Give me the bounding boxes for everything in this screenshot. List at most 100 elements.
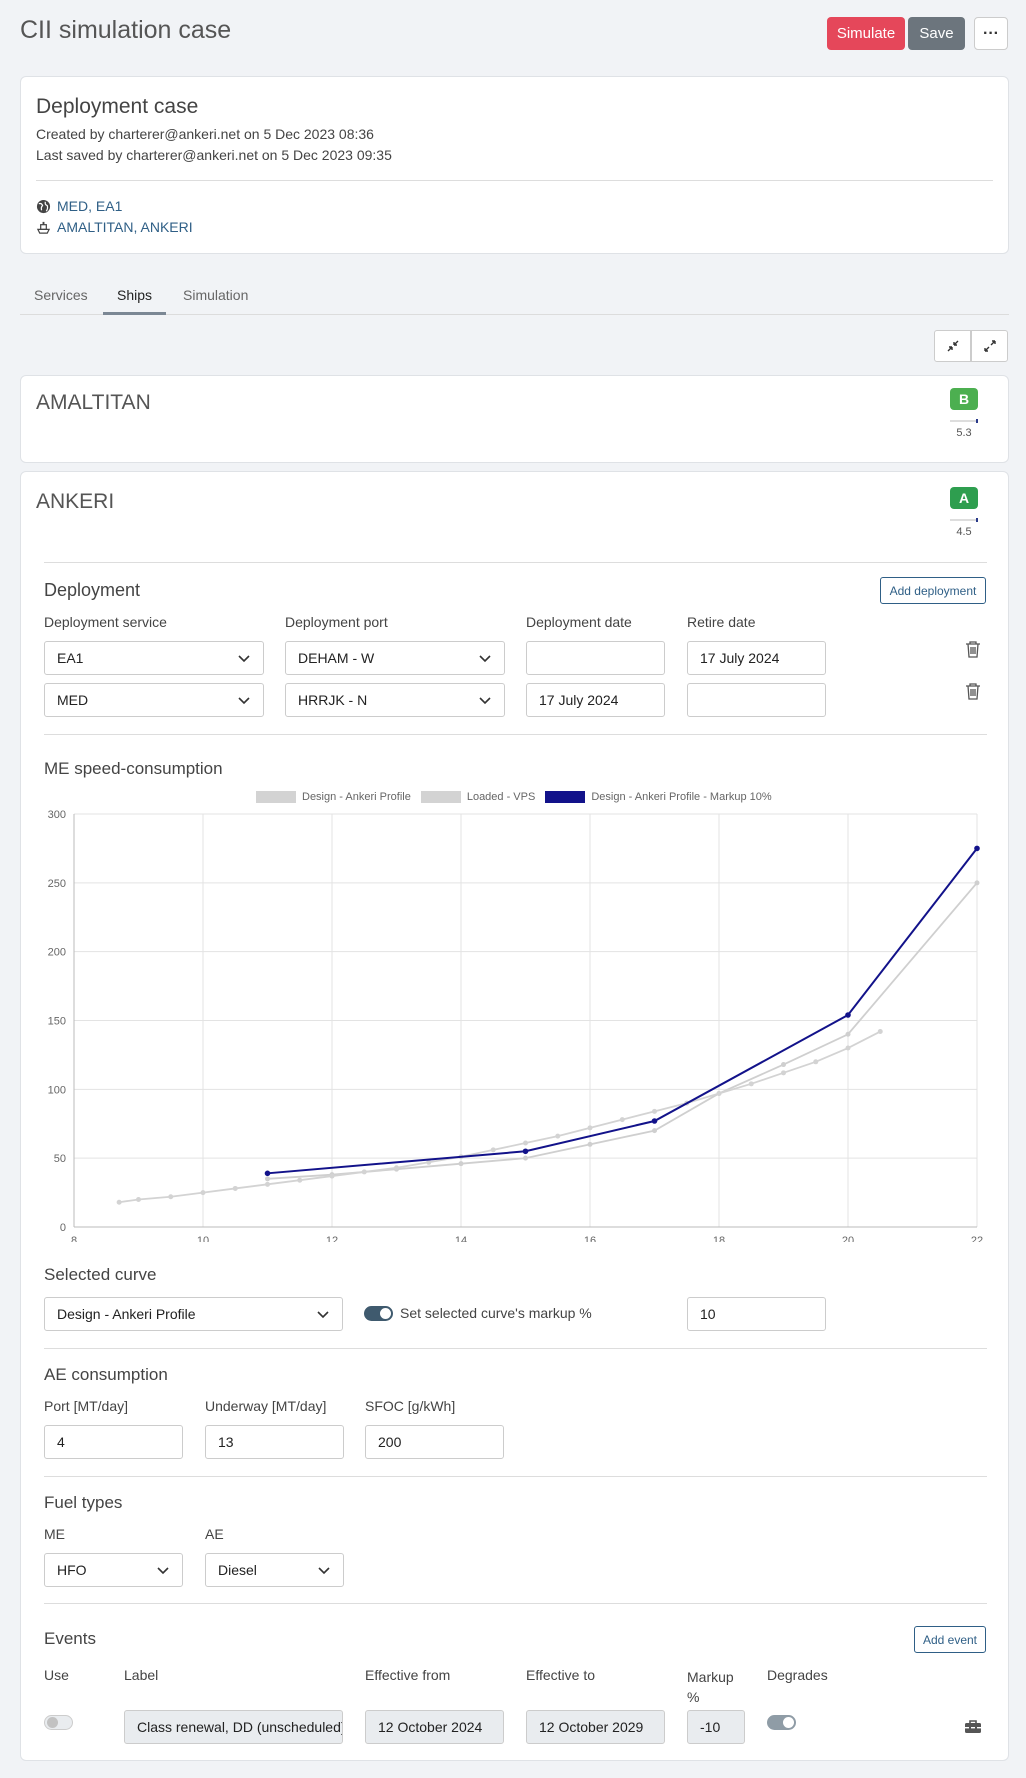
- data-point: [748, 1081, 754, 1087]
- y-tick-label: 300: [48, 809, 66, 821]
- trash-icon[interactable]: [965, 682, 981, 700]
- data-point: [329, 1173, 335, 1179]
- toolbox-icon[interactable]: [964, 1719, 982, 1734]
- chevron-down-icon: [238, 655, 250, 663]
- deployment-service-label: Deployment service: [44, 614, 167, 630]
- trash-icon[interactable]: [965, 640, 981, 658]
- toggle-knob: [47, 1717, 58, 1728]
- data-point: [587, 1141, 593, 1147]
- cii-rating-bar: [950, 518, 978, 522]
- select-value: DEHAM - W: [298, 650, 375, 666]
- retire-date-label: Retire date: [687, 614, 756, 630]
- series-line: [267, 882, 978, 1180]
- expand-all-button[interactable]: [971, 330, 1008, 362]
- event-markup-input[interactable]: -10: [687, 1710, 745, 1744]
- case-title: Deployment case: [36, 95, 199, 118]
- data-point: [116, 1199, 122, 1205]
- tab-ships[interactable]: Ships: [103, 285, 167, 315]
- legend-label[interactable]: Loaded - VPS: [466, 791, 536, 803]
- save-button[interactable]: Save: [908, 17, 965, 50]
- services-link-text[interactable]: MED, EA1: [57, 198, 123, 214]
- tab-simulation[interactable]: Simulation: [183, 287, 249, 303]
- select-value: HRRJK - N: [298, 692, 368, 708]
- selected-curve-title: Selected curve: [44, 1265, 157, 1284]
- legend-swatch: [545, 791, 586, 803]
- chevron-down-icon: [479, 655, 491, 663]
- y-tick-label: 50: [54, 1153, 66, 1165]
- event-from-input[interactable]: 12 October 2024: [365, 1710, 504, 1744]
- data-point: [394, 1165, 399, 1171]
- deployment-service-select[interactable]: MED: [44, 683, 264, 717]
- deployment-date-input[interactable]: 17 July 2024: [526, 683, 665, 717]
- events-title: Events: [44, 1629, 96, 1648]
- divider: [44, 1348, 987, 1349]
- ae-sfoc-input[interactable]: 200: [365, 1425, 504, 1459]
- ae-underway-label: Underway [MT/day]: [205, 1398, 327, 1414]
- markup-toggle[interactable]: [364, 1306, 393, 1321]
- divider: [44, 1476, 987, 1477]
- collapse-all-button[interactable]: [934, 330, 971, 362]
- event-label-input[interactable]: Class renewal, DD (unscheduled): [124, 1710, 343, 1744]
- markup-toggle-label: Set selected curve's markup %: [400, 1305, 592, 1321]
- events-col-degrades: Degrades: [767, 1667, 828, 1683]
- markup-percent-input[interactable]: 10: [687, 1297, 826, 1331]
- more-options-button[interactable]: ···: [974, 17, 1008, 50]
- deployment-date-input[interactable]: [526, 641, 665, 675]
- data-point: [264, 1170, 271, 1177]
- legend-label[interactable]: Design - Ankeri Profile - Markup 10%: [591, 791, 772, 803]
- fuel-ae-select[interactable]: Diesel: [205, 1553, 344, 1587]
- ae-port-input[interactable]: 4: [44, 1425, 183, 1459]
- y-tick-label: 150: [48, 1016, 66, 1028]
- series-line: [267, 847, 978, 1175]
- fuel-me-select[interactable]: HFO: [44, 1553, 183, 1587]
- data-point: [458, 1161, 464, 1167]
- data-point: [522, 1148, 529, 1155]
- events-col-to: Effective to: [526, 1667, 596, 1683]
- ae-port-label: Port [MT/day]: [44, 1398, 129, 1414]
- legend-label[interactable]: Design - Ankeri Profile: [302, 791, 411, 803]
- divider: [36, 180, 993, 181]
- cii-rating-badge: A: [950, 487, 978, 509]
- chart-legend[interactable]: Design - Ankeri Profile Loaded - VPS Des…: [256, 791, 772, 803]
- collapse-icon: [947, 340, 958, 352]
- y-tick-label: 250: [48, 878, 66, 890]
- ship-card-amaltitan[interactable]: AMALTITAN B 5.3: [20, 375, 1009, 463]
- tab-bar: Services Ships Simulation: [20, 280, 1009, 315]
- deployment-port-select[interactable]: HRRJK - N: [285, 683, 505, 717]
- fuel-types-title: Fuel types: [44, 1493, 123, 1512]
- data-point: [490, 1147, 496, 1153]
- event-use-toggle[interactable]: [44, 1715, 73, 1730]
- x-tick-label: 22: [971, 1235, 983, 1242]
- add-deployment-button[interactable]: Add deployment: [880, 577, 986, 604]
- deployment-service-select[interactable]: EA1: [44, 641, 264, 675]
- ship-card-ankeri: ANKERI A 4.5 Deployment Add deployment D…: [20, 471, 1009, 1761]
- data-point: [232, 1185, 238, 1191]
- fuel-ae-label: AE: [205, 1526, 224, 1542]
- tab-services[interactable]: Services: [34, 287, 88, 303]
- toggle-knob: [783, 1717, 794, 1728]
- add-event-button[interactable]: Add event: [914, 1626, 986, 1653]
- retire-date-input[interactable]: 17 July 2024: [687, 641, 826, 675]
- deployment-port-select[interactable]: DEHAM - W: [285, 641, 505, 675]
- ae-underway-input[interactable]: 13: [205, 1425, 344, 1459]
- event-degrades-toggle[interactable]: [767, 1715, 796, 1730]
- y-tick-label: 0: [60, 1222, 66, 1234]
- data-point: [781, 1070, 786, 1076]
- data-point: [136, 1196, 141, 1202]
- data-point: [523, 1155, 528, 1161]
- cii-rating-bar: [950, 419, 978, 423]
- ships-link-text[interactable]: AMALTITAN, ANKERI: [57, 219, 193, 235]
- event-to-input[interactable]: 12 October 2029: [526, 1710, 665, 1744]
- cii-value: 5.3: [956, 427, 972, 439]
- retire-date-input[interactable]: [687, 683, 826, 717]
- case-created: Created by charterer@ankeri.net on 5 Dec…: [36, 126, 374, 142]
- services-link[interactable]: MED, EA1: [36, 198, 122, 214]
- simulate-button[interactable]: Simulate: [827, 17, 905, 50]
- selected-curve-select[interactable]: Design - Ankeri Profile: [44, 1297, 343, 1331]
- series-line: [119, 1030, 881, 1204]
- divider: [44, 1603, 987, 1604]
- data-point: [587, 1125, 593, 1131]
- data-point: [265, 1176, 270, 1182]
- ships-link[interactable]: AMALTITAN, ANKERI: [36, 219, 193, 235]
- toggle-knob: [380, 1308, 391, 1319]
